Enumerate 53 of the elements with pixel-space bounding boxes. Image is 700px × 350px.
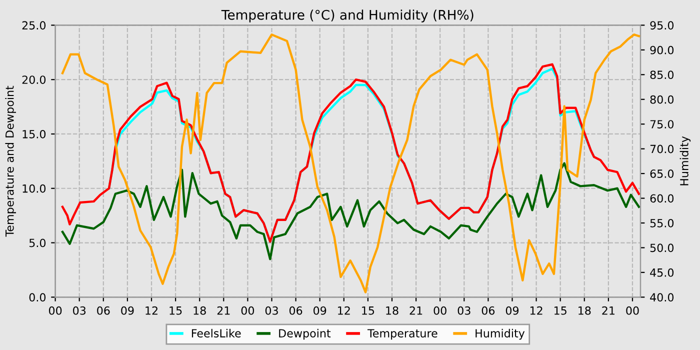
chart-title: Temperature (°C) and Humidity (RH%) [221, 10, 474, 22]
x-tick-label: 00 [626, 306, 639, 315]
y2-tick-label: 90.0 [650, 46, 674, 54]
y2-tick-label: 45.0 [650, 268, 674, 277]
x-tick-label: 12 [338, 306, 350, 315]
x-tick-label: 06 [97, 306, 110, 315]
y2-tick-label: 50.0 [650, 244, 674, 252]
x-tick-label: 12 [530, 306, 542, 315]
y2-tick-label: 80.0 [650, 95, 674, 104]
x-tick-label: 15 [170, 306, 182, 315]
y2-tick-label: 55.0 [650, 218, 674, 228]
x-tick-label: 18 [578, 306, 591, 315]
line-series [61, 162, 640, 260]
legend-label: FeelsLike [192, 328, 241, 338]
x-tick-label: 06 [289, 306, 302, 315]
y-tick-label: 5.0 [29, 238, 46, 248]
y-tick-label: 25.0 [22, 21, 46, 30]
line-series [61, 33, 640, 294]
y-tick-label: 0.0 [29, 293, 46, 302]
y2-tick-label: 60.0 [650, 194, 674, 203]
x-tick-label: 15 [554, 306, 566, 315]
x-tick-label: 00 [241, 306, 254, 315]
x-tick-label: 21 [217, 306, 230, 315]
x-tick-label: 21 [410, 306, 422, 315]
x-tick-label: 12 [146, 306, 158, 315]
x-tick-label: 06 [482, 306, 495, 315]
y2-tick-label: 65.0 [650, 170, 674, 178]
x-tick-label: 03 [265, 306, 278, 315]
x-tick-label: 15 [362, 306, 374, 315]
x-tick-label: 18 [386, 306, 398, 315]
legend-label: Humidity [476, 328, 525, 340]
x-tick-label: 21 [602, 306, 614, 315]
y-axis-title: Temperature and Dewpoint [5, 86, 16, 237]
x-tick-label: 00 [434, 306, 446, 315]
y2-tick-label: 70.0 [650, 144, 674, 154]
legend-label: Dewpoint [279, 328, 331, 340]
y-tick-label: 20.0 [22, 76, 46, 84]
x-tick-label: 18 [194, 306, 206, 315]
legend-label: Temperature [367, 329, 438, 340]
y-tick-label: 10.0 [22, 184, 46, 193]
y2-axis-title: Humidity [680, 136, 691, 186]
x-tick-label: 03 [458, 306, 470, 315]
y-tick-label: 15.0 [22, 130, 46, 138]
y2-tick-label: 40.0 [650, 293, 674, 302]
x-tick-label: 09 [121, 306, 134, 315]
x-tick-label: 09 [314, 306, 326, 315]
y2-tick-label: 75.0 [650, 120, 674, 128]
x-tick-label: 09 [506, 306, 519, 315]
line-series [61, 63, 640, 243]
x-tick-label: 00 [48, 306, 62, 315]
y2-tick-label: 95.0 [650, 21, 674, 30]
y2-tick-label: 85.0 [650, 70, 674, 80]
x-tick-label: 03 [73, 306, 86, 315]
